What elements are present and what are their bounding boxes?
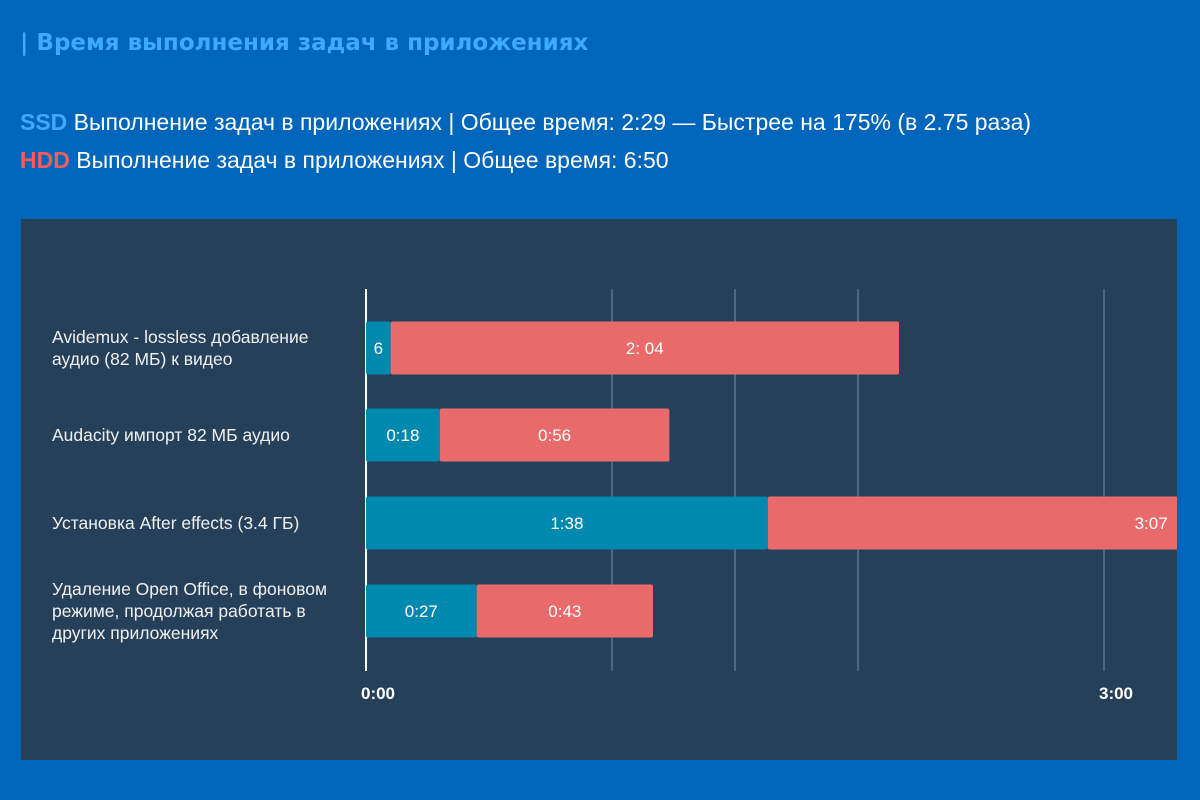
- category-label-0: Avidemux - lossless добавление аудио (82 …: [52, 327, 308, 369]
- bar-label-hdd-0: 2: 04: [626, 339, 664, 358]
- legend-hdd: HDD Выполнение задач в приложениях | Общ…: [20, 147, 669, 174]
- bar-label-ssd-2: 1:38: [550, 514, 583, 533]
- category-label-line: Audacity импорт 82 МБ аудио: [52, 425, 290, 445]
- bar-hdd-2: [767, 496, 1177, 550]
- bar-label-hdd-2: 3:07: [1135, 514, 1168, 533]
- bar-label-hdd-3: 0:43: [548, 602, 581, 621]
- legend-ssd: SSD Выполнение задач в приложениях | Общ…: [20, 109, 1031, 136]
- legend-ssd-text: Выполнение задач в приложениях | Общее в…: [67, 109, 1032, 135]
- legend-hdd-tag: HDD: [20, 147, 70, 173]
- page-title: | Время выполнения задач в приложениях: [20, 30, 589, 56]
- bar-hdd-1: [439, 408, 670, 462]
- bar-ssd-3: [366, 584, 477, 638]
- bar-ssd-2: [366, 496, 768, 550]
- category-label-line: Avidemux - lossless добавление: [52, 327, 308, 347]
- chart-panel: 6 2: 04 Avidemux - lossless добавление ауди…: [21, 219, 1177, 760]
- bar-hdd-0: [390, 321, 899, 375]
- bar-hdd-3: [476, 584, 653, 638]
- category-label-1: Audacity импорт 82 МБ аудио: [52, 425, 290, 445]
- bar-label-hdd-1: 0:56: [538, 426, 571, 445]
- bar-label-ssd-0: 6: [374, 339, 383, 358]
- category-label-3: Удаление Open Office, в фоновом режиме, п…: [52, 579, 327, 643]
- category-label-line: других приложениях: [52, 623, 219, 643]
- legend-hdd-text: Выполнение задач в приложениях | Общее в…: [69, 147, 669, 173]
- bar-label-ssd-3: 0:27: [405, 602, 438, 621]
- x-tick-label-0: 0:00: [361, 684, 395, 703]
- bar-ssd-1: [366, 408, 440, 462]
- bar-label-ssd-1: 0:18: [386, 426, 419, 445]
- bar-ssd-0: [366, 321, 391, 375]
- category-label-line: режиме, продолжая работать в: [52, 601, 306, 621]
- category-label-line: Удаление Open Office, в фоновом: [52, 579, 327, 599]
- category-label-2: Установка After effects (3.4 ГБ): [52, 513, 299, 533]
- bar-chart: 6 2: 04 Avidemux - lossless добавление ауди…: [52, 289, 1177, 703]
- category-label-line: аудио (82 МБ) к видео: [52, 349, 232, 369]
- legend-ssd-tag: SSD: [20, 109, 68, 135]
- category-label-line: Установка After effects (3.4 ГБ): [52, 513, 299, 533]
- x-tick-label-1: 3:00: [1099, 684, 1133, 703]
